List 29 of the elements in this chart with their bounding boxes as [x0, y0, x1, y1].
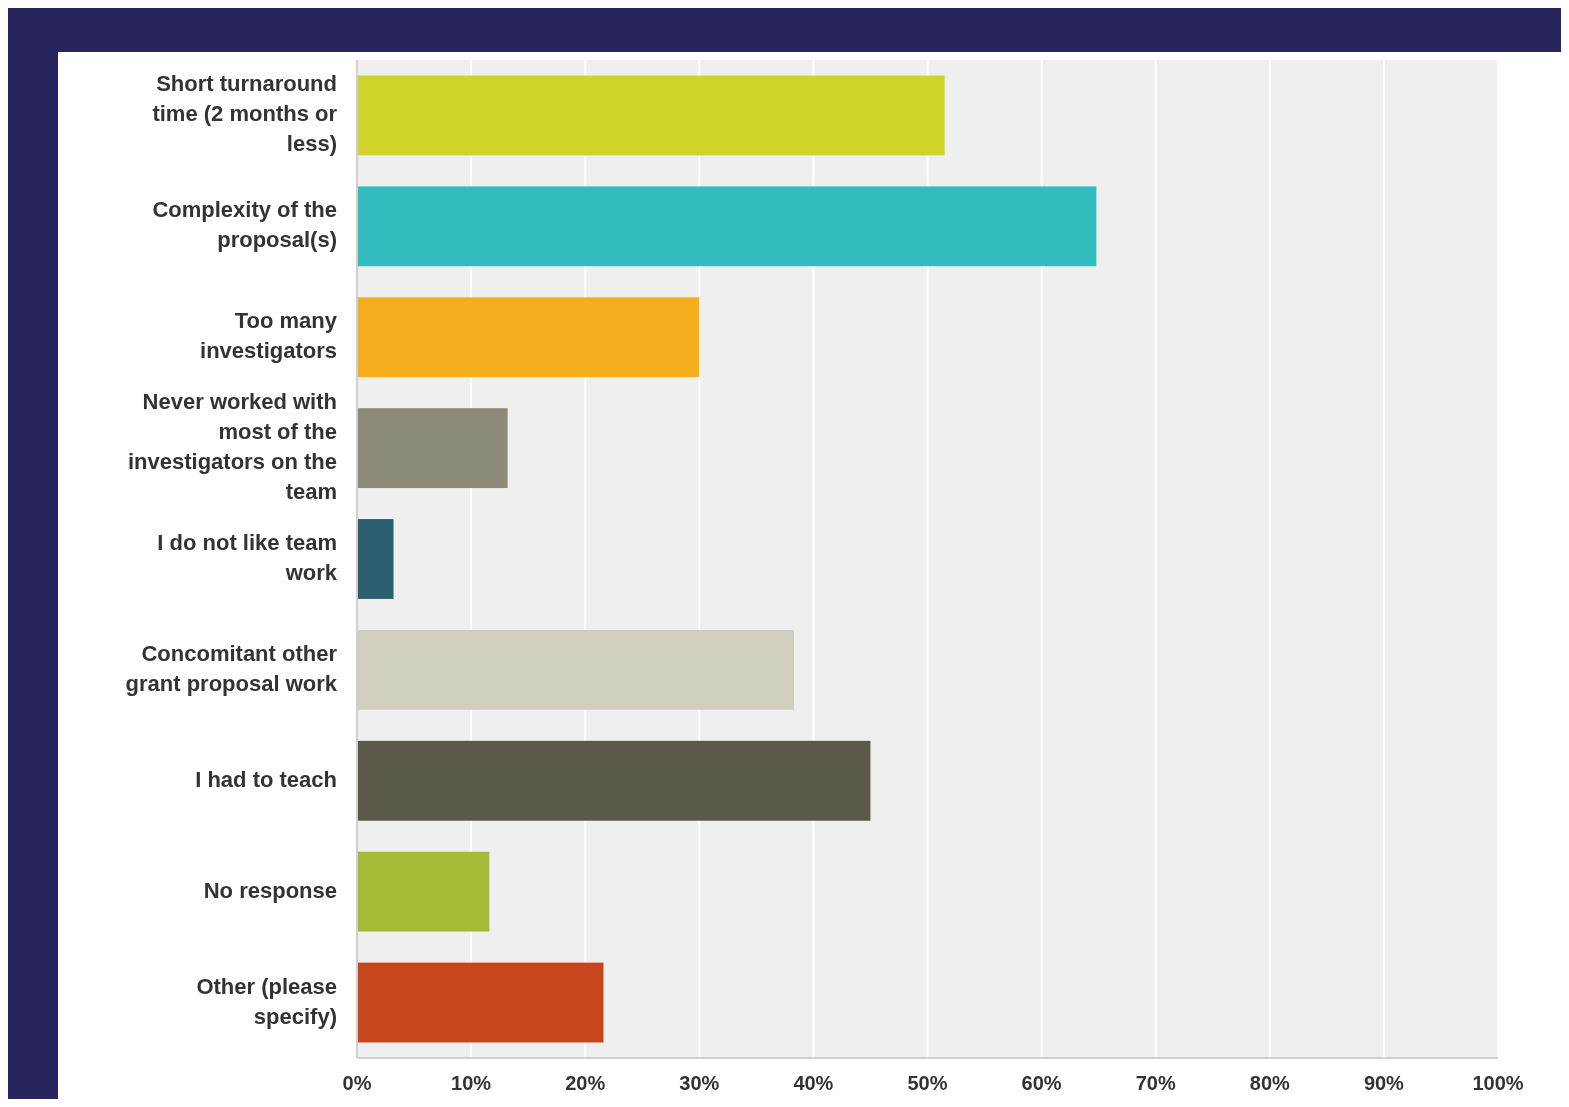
y-tick-label: Never worked with most of the investigators on the team — [127, 388, 337, 504]
x-tick-label: 100% — [1472, 1072, 1524, 1094]
bar — [357, 186, 1097, 267]
bar — [357, 740, 871, 821]
x-tick-label: 80% — [1249, 1072, 1291, 1094]
x-tick-label: 40% — [793, 1072, 834, 1094]
y-tick-label: I had to teach — [195, 766, 337, 792]
bar — [357, 297, 700, 378]
y-tick-label: Complexity of the proposal(s) — [152, 197, 337, 253]
x-tick-label: 10% — [451, 1072, 492, 1094]
bar — [357, 629, 794, 710]
x-tick-label: 50% — [907, 1072, 948, 1094]
x-tick-label: 90% — [1363, 1072, 1405, 1094]
x-tick-label: 70% — [1135, 1072, 1176, 1094]
y-tick-label: Other (please specify) — [196, 973, 337, 1029]
bar — [357, 519, 394, 599]
y-tick-label: I do not like team work — [157, 529, 338, 585]
y-tick-label: Short turnaround time (2 months or less) — [152, 71, 338, 157]
x-tick-label: 30% — [679, 1072, 720, 1094]
x-tick-label: 60% — [1021, 1072, 1062, 1094]
y-tick-label: Concomitant other grant proposal work — [125, 640, 338, 696]
x-tick-label: 0% — [342, 1072, 372, 1094]
y-tick-label: No response — [203, 877, 337, 903]
y-tick-label: Too many investigators — [200, 308, 338, 364]
x-tick-label: 20% — [565, 1072, 606, 1094]
bar — [357, 75, 945, 156]
bar — [357, 408, 508, 489]
bar — [357, 962, 604, 1043]
bar — [357, 851, 490, 932]
